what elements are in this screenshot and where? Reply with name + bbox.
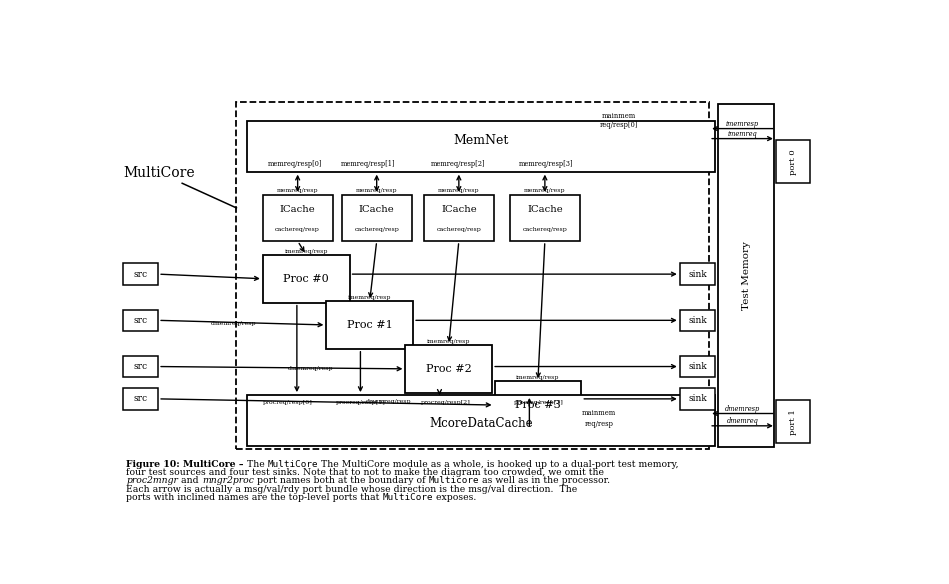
Text: procreq/resp[0]: procreq/resp[0] [263,400,312,405]
Text: sink: sink [688,394,707,404]
Text: imemreq/resp: imemreq/resp [348,295,392,300]
Text: procreq/resp[3]: procreq/resp[3] [513,400,564,405]
Bar [236,102,709,449]
Text: memreq/resp: memreq/resp [356,189,398,193]
Text: Multicore: Multicore [428,477,479,485]
Bar [679,356,716,377]
Bar [510,195,580,241]
Bar [263,195,332,241]
Text: Proc #3: Proc #3 [515,400,561,410]
Text: src: src [134,394,148,404]
Text: as well as in the processor.: as well as in the processor. [479,477,610,485]
Bar [424,195,493,241]
Text: dmemresp: dmemresp [725,405,760,413]
Text: memreq/resp[0]: memreq/resp[0] [268,160,323,168]
Text: memreq/resp[1]: memreq/resp[1] [341,160,396,168]
Bar [776,140,809,183]
Bar [247,121,716,172]
Text: imemreq/resp: imemreq/resp [285,249,328,253]
Text: src: src [134,270,148,279]
Text: ICache: ICache [441,205,476,214]
Bar [494,381,582,429]
Text: mngr2proc: mngr2proc [202,477,253,485]
Text: MultiCore: MultiCore [382,493,434,502]
Bar [263,255,349,303]
Text: Proc #1: Proc #1 [346,320,393,330]
Text: imemreq/resp: imemreq/resp [427,339,471,343]
Bar [247,395,716,446]
Text: cachereq/resp: cachereq/resp [354,227,400,232]
Text: imemreq: imemreq [728,130,757,138]
Text: dmemreq/resp: dmemreq/resp [211,321,256,326]
Text: ICache: ICache [527,205,563,214]
Text: cachereq/resp: cachereq/resp [523,227,568,232]
Text: procreq/resp[1]: procreq/resp[1] [336,400,385,405]
Text: The MultiCore module as a whole, is hooked up to a dual-port test memory,: The MultiCore module as a whole, is hook… [318,460,679,469]
Text: Proc #2: Proc #2 [426,364,472,374]
Text: MultiCore: MultiCore [268,460,318,469]
Bar [342,195,412,241]
Text: memreq/resp[3]: memreq/resp[3] [519,160,574,168]
Text: mainmem: mainmem [602,112,636,120]
Text: ICache: ICache [280,205,315,214]
Text: proc2mngr: proc2mngr [126,477,178,485]
Text: MemNet: MemNet [454,134,509,147]
Text: mainmem: mainmem [582,409,616,417]
Text: memreq/resp[2]: memreq/resp[2] [431,160,485,168]
Bar [679,263,716,285]
Text: The: The [244,460,268,469]
Text: cachereq/resp: cachereq/resp [275,227,320,232]
Text: src: src [134,316,148,325]
Bar [326,301,413,349]
Text: cachereq/resp: cachereq/resp [437,227,481,232]
Text: src: src [134,362,148,371]
Bar [776,401,809,443]
Text: dmemreq/resp: dmemreq/resp [365,399,411,404]
Text: procreq/resp[2]: procreq/resp[2] [420,400,471,405]
Text: ports with inclined names are the top-level ports that: ports with inclined names are the top-le… [126,493,382,502]
Text: req/resp: req/resp [585,420,614,428]
Text: dmemreq/resp: dmemreq/resp [288,366,334,371]
Bar [679,388,716,409]
Text: MultiCore: MultiCore [123,166,195,180]
Text: Test Memory: Test Memory [742,241,751,310]
Text: four test sources and four test sinks. Note that to not to make the diagram too : four test sources and four test sinks. N… [126,468,605,477]
Bar [123,310,158,331]
Text: sink: sink [688,362,707,371]
Text: sink: sink [688,316,707,325]
Text: memreq/resp: memreq/resp [277,189,319,193]
Bar [718,104,774,447]
Text: Each arrow is actually a msg/val/rdy port bundle whose direction is the msg/val : Each arrow is actually a msg/val/rdy por… [126,485,578,493]
Text: sink: sink [688,270,707,279]
Bar [123,356,158,377]
Text: memreq/resp: memreq/resp [438,189,479,193]
Bar [679,310,716,331]
Text: memreq/resp: memreq/resp [524,189,566,193]
Text: Figure 10: MultiCore –: Figure 10: MultiCore – [126,460,244,469]
Text: port 0: port 0 [789,149,797,175]
Bar [123,388,158,409]
Text: Proc #0: Proc #0 [284,274,329,284]
Text: port names both at the boundary of: port names both at the boundary of [253,477,428,485]
Text: imemresp: imemresp [726,120,759,128]
Bar [123,263,158,285]
Text: McoreDataCache: McoreDataCache [429,417,532,430]
Text: and: and [178,477,202,485]
Text: exposes.: exposes. [434,493,476,502]
Text: ICache: ICache [359,205,395,214]
Text: req/resp[0]: req/resp[0] [599,121,638,128]
Bar [405,345,493,392]
Text: imemreq/resp: imemreq/resp [516,375,560,380]
Text: port 1: port 1 [789,409,797,435]
Text: dmemreq: dmemreq [727,417,758,425]
